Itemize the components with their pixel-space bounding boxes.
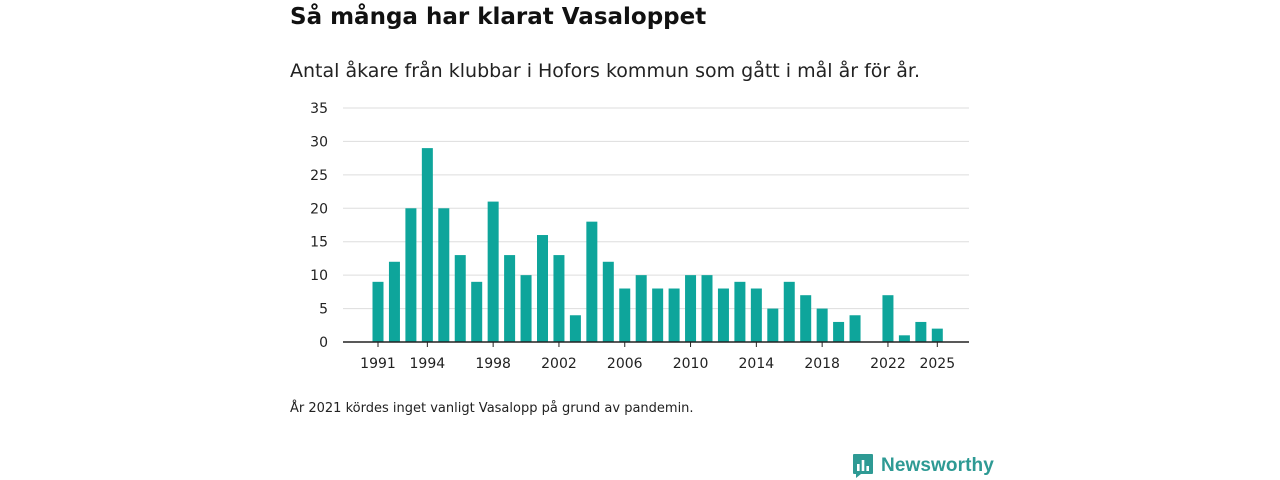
x-tick-label-2018: 2018 xyxy=(804,356,840,372)
chart-subtitle: Antal åkare från klubbar i Hofors kommun… xyxy=(290,60,920,82)
bar-1992 xyxy=(388,261,400,342)
chart-title: Så många har klarat Vasaloppet xyxy=(290,4,707,30)
bar-2022 xyxy=(882,295,894,342)
bars xyxy=(372,148,943,342)
bar-2018 xyxy=(816,308,828,342)
x-tick-label-2022: 2022 xyxy=(870,356,906,372)
bar-1997 xyxy=(471,281,483,342)
bar-2008 xyxy=(652,288,664,342)
footnote: År 2021 kördes inget vanligt Vasalopp på… xyxy=(290,401,694,416)
bar-2015 xyxy=(767,308,779,342)
bar-2017 xyxy=(800,295,812,342)
bar-2013 xyxy=(734,281,746,342)
bar-2025 xyxy=(931,328,943,342)
gridlines xyxy=(343,107,969,310)
bar-2000 xyxy=(520,275,532,342)
bar-2004 xyxy=(586,221,598,342)
bar-2023 xyxy=(898,335,910,342)
bar-2009 xyxy=(668,288,680,342)
bar-2024 xyxy=(915,321,927,342)
bar-2012 xyxy=(717,288,729,342)
y-tick-label-25: 25 xyxy=(310,168,328,184)
bar-1994 xyxy=(421,148,433,342)
bar-2001 xyxy=(537,235,548,342)
x-tick-label-1991: 1991 xyxy=(360,356,396,372)
bar-2003 xyxy=(569,315,581,342)
bar-1991 xyxy=(372,281,384,342)
bar-2019 xyxy=(833,321,845,342)
y-tick-label-0: 0 xyxy=(319,335,328,351)
bar-1996 xyxy=(454,255,466,342)
y-axis-ticks: 0 5 10 15 20 25 30 35 xyxy=(310,101,328,351)
x-tick-label-2006: 2006 xyxy=(607,356,643,372)
bar-2016 xyxy=(783,281,795,342)
y-tick-label-10: 10 xyxy=(310,268,328,284)
bar-1998 xyxy=(487,201,499,342)
y-tick-label-15: 15 xyxy=(310,235,328,251)
bar-1999 xyxy=(504,255,516,342)
x-tick-label-1994: 1994 xyxy=(410,356,446,372)
bar-2006 xyxy=(619,288,631,342)
bar-2010 xyxy=(685,275,697,342)
x-axis-ticks: 1991 1994 1998 2002 2006 2010 2014 2018 2022 2025 xyxy=(360,342,955,372)
y-tick-label-20: 20 xyxy=(310,201,328,217)
newsworthy-brand[interactable]: Newsworthy xyxy=(852,452,994,480)
bar-2002 xyxy=(553,255,565,342)
bar-1993 xyxy=(405,208,417,342)
bar-2014 xyxy=(750,288,762,342)
bar-2020 xyxy=(849,315,861,342)
y-tick-label-35: 35 xyxy=(310,101,328,117)
x-tick-label-2014: 2014 xyxy=(739,356,775,372)
bar-2005 xyxy=(602,261,614,342)
brand-name: Newsworthy xyxy=(881,455,994,476)
y-tick-label-30: 30 xyxy=(310,134,328,150)
newsworthy-logo-icon xyxy=(853,454,873,478)
y-tick-label-5: 5 xyxy=(319,302,328,318)
x-tick-label-1998: 1998 xyxy=(475,356,511,372)
x-tick-label-2025: 2025 xyxy=(919,356,955,372)
bar-1995 xyxy=(438,208,450,342)
x-tick-label-2010: 2010 xyxy=(673,356,709,372)
x-tick-label-2002: 2002 xyxy=(541,356,577,372)
bar-2011 xyxy=(701,275,713,342)
bar-2007 xyxy=(635,275,647,342)
